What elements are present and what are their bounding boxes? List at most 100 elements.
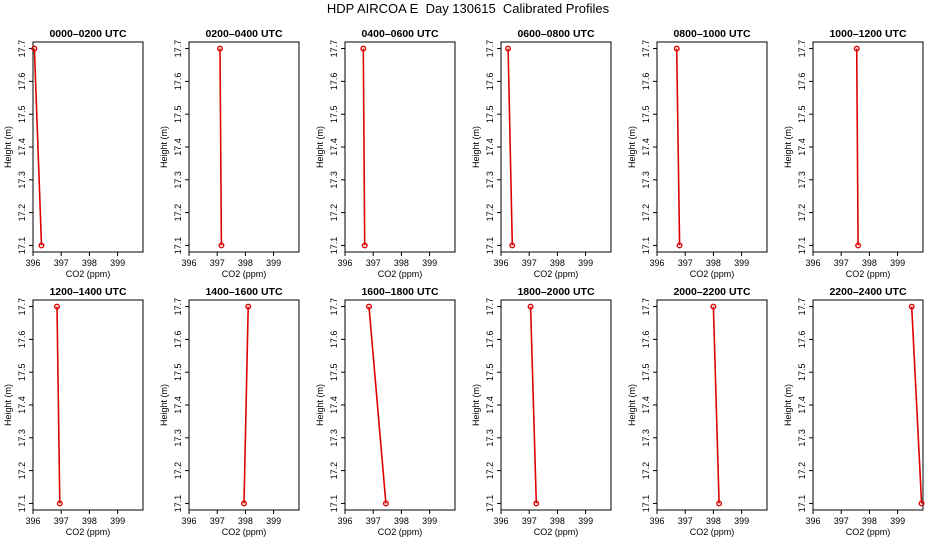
y-axis-label: Height (m) (627, 126, 637, 168)
x-tick-label: 399 (734, 516, 749, 526)
panel-title: 0600–0800 UTC (517, 28, 594, 40)
y-tick-label: 17.5 (641, 105, 651, 123)
y-tick-label: 17.1 (485, 237, 495, 255)
data-point (533, 500, 540, 507)
y-tick-label: 17.6 (641, 73, 651, 91)
y-tick-label: 17.4 (641, 138, 651, 156)
x-tick-label: 396 (337, 516, 352, 526)
x-tick-label: 399 (422, 516, 437, 526)
y-tick-label: 17.2 (485, 462, 495, 480)
y-tick-label: 17.7 (329, 40, 339, 58)
y-tick-label: 17.2 (641, 204, 651, 222)
x-axis-label: CO2 (ppm) (534, 527, 579, 537)
y-tick-label: 17.1 (173, 495, 183, 513)
y-tick-label: 17.4 (17, 396, 27, 414)
y-tick-label: 17.6 (173, 73, 183, 91)
panel-title: 2000–2200 UTC (673, 286, 750, 298)
panel-12: 2200–2400 UTC 396 397 398 399 17.1 17.2 17.3 17.… (783, 286, 925, 537)
profile-line (529, 306, 538, 504)
x-tick-label: 397 (54, 516, 69, 526)
y-tick-label: 17.7 (329, 298, 339, 316)
y-axis-label: Height (m) (783, 384, 793, 426)
data-point (56, 500, 63, 507)
x-tick-label: 396 (649, 516, 664, 526)
profile-line (56, 306, 61, 504)
profile-line (362, 48, 366, 246)
y-tick-label: 17.3 (485, 171, 495, 189)
y-axis-label: Height (m) (783, 126, 793, 168)
y-tick-label: 17.1 (641, 495, 651, 513)
x-tick-label: 397 (210, 258, 225, 268)
x-axis-label: CO2 (ppm) (690, 269, 735, 279)
data-point (527, 303, 534, 310)
profile-line (855, 48, 859, 246)
y-tick-label: 17.7 (797, 298, 807, 316)
y-tick-label: 17.3 (17, 171, 27, 189)
y-tick-label: 17.6 (329, 73, 339, 91)
x-tick-label: 398 (862, 516, 877, 526)
y-tick-label: 17.2 (641, 462, 651, 480)
x-tick-label: 397 (522, 258, 537, 268)
y-axis-label: Height (m) (3, 126, 13, 168)
data-point (673, 45, 680, 52)
x-tick-label: 399 (578, 258, 593, 268)
data-point (245, 303, 252, 310)
profile-line (243, 306, 249, 504)
x-tick-label: 399 (266, 516, 281, 526)
y-axis-label: Height (m) (471, 126, 481, 168)
y-tick-label: 17.7 (173, 40, 183, 58)
x-tick-label: 396 (805, 516, 820, 526)
y-tick-label: 17.2 (173, 204, 183, 222)
y-tick-label: 17.4 (485, 396, 495, 414)
y-tick-label: 17.3 (173, 171, 183, 189)
y-tick-label: 17.5 (797, 363, 807, 381)
x-tick-label: 398 (550, 516, 565, 526)
x-tick-label: 396 (337, 258, 352, 268)
x-axis-label: CO2 (ppm) (378, 527, 423, 537)
x-tick-label: 398 (82, 258, 97, 268)
panel-title: 1000–1200 UTC (829, 28, 906, 40)
y-tick-label: 17.3 (173, 429, 183, 447)
x-tick-label: 398 (238, 516, 253, 526)
y-tick-label: 17.3 (641, 171, 651, 189)
x-axis-label: CO2 (ppm) (846, 269, 891, 279)
y-tick-label: 17.1 (17, 237, 27, 255)
y-tick-label: 17.4 (329, 396, 339, 414)
panel-6: 1000–1200 UTC 396 397 398 399 17.1 17.2 17.3 17.… (783, 28, 924, 279)
y-tick-label: 17.1 (485, 495, 495, 513)
data-point (855, 242, 862, 249)
profile-line (910, 306, 923, 504)
x-tick-label: 396 (649, 258, 664, 268)
y-tick-label: 17.4 (17, 138, 27, 156)
data-point (53, 303, 60, 310)
x-tick-label: 398 (238, 258, 253, 268)
panel-title: 0800–1000 UTC (673, 28, 750, 40)
x-tick-label: 397 (834, 516, 849, 526)
panel-10: 1800–2000 UTC 396 397 398 399 17.1 17.2 17.3 17.… (471, 286, 612, 537)
panel-11: 2000–2200 UTC 396 397 398 399 17.1 17.2 17.3 17.… (627, 286, 768, 537)
y-tick-label: 17.7 (485, 40, 495, 58)
data-point (361, 242, 368, 249)
y-tick-label: 17.6 (329, 331, 339, 349)
plot-frame (812, 299, 924, 511)
x-tick-label: 398 (706, 516, 721, 526)
y-tick-label: 17.4 (329, 138, 339, 156)
plot-frame (32, 299, 144, 511)
x-tick-label: 399 (110, 258, 125, 268)
x-tick-label: 397 (54, 258, 69, 268)
y-tick-label: 17.1 (329, 495, 339, 513)
plot-frame (344, 299, 456, 511)
x-tick-label: 399 (422, 258, 437, 268)
plot-frame (812, 41, 924, 253)
y-tick-label: 17.6 (17, 73, 27, 91)
x-tick-label: 396 (181, 258, 196, 268)
y-tick-label: 17.6 (173, 331, 183, 349)
data-point (38, 242, 45, 249)
panel-title: 2200–2400 UTC (829, 286, 906, 298)
y-tick-label: 17.1 (797, 237, 807, 255)
y-tick-label: 17.5 (17, 105, 27, 123)
panel-9: 1600–1800 UTC 396 397 398 399 17.1 17.2 17.3 17.… (315, 286, 456, 537)
y-axis-label: Height (m) (3, 384, 13, 426)
x-tick-label: 397 (678, 258, 693, 268)
panel-title: 1400–1600 UTC (205, 286, 282, 298)
